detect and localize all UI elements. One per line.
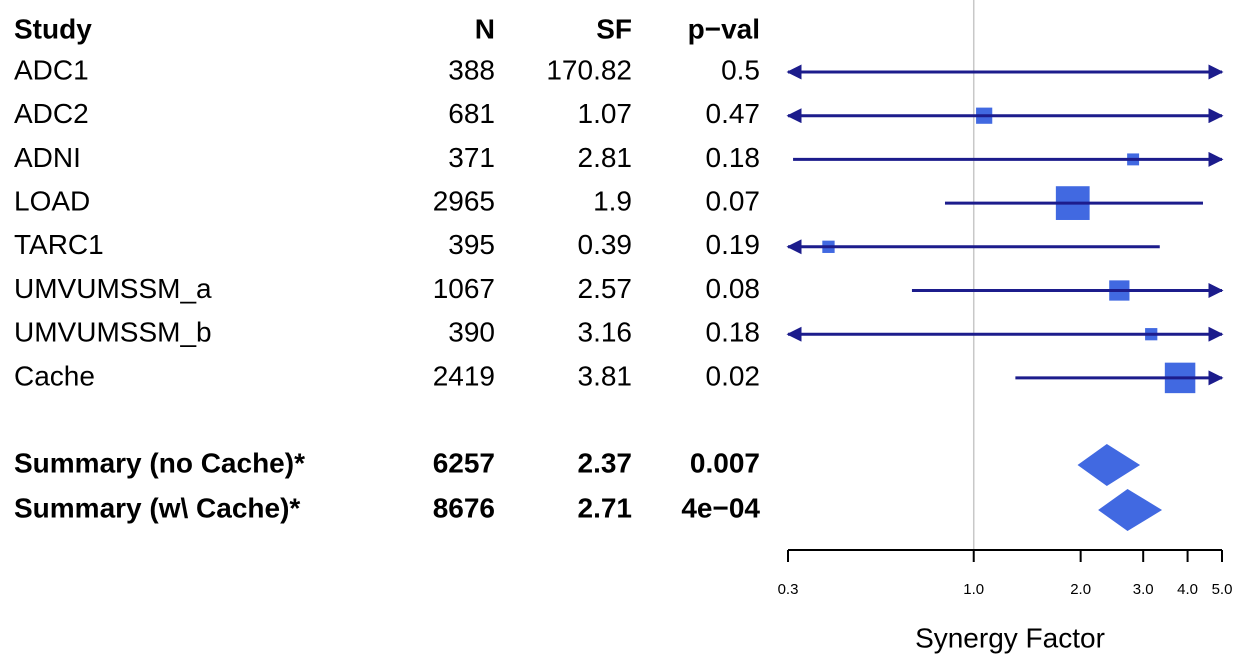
- x-tick-label: 2.0: [1070, 581, 1091, 598]
- study-name: ADC2: [14, 98, 89, 129]
- sf-value: 3.16: [578, 317, 633, 348]
- summary-name: Summary (w\ Cache)*: [14, 492, 300, 523]
- sf-value: 2.57: [578, 273, 633, 304]
- summary-name: Summary (no Cache)*: [14, 447, 305, 478]
- n-value: 681: [448, 98, 495, 129]
- p-value: 0.5: [721, 54, 760, 85]
- n-value: 390: [448, 317, 495, 348]
- n-value: 395: [448, 229, 495, 260]
- sf-value: 3.81: [578, 360, 633, 391]
- summary-n: 6257: [433, 447, 495, 478]
- p-value: 0.47: [706, 98, 761, 129]
- n-value: 388: [448, 54, 495, 85]
- summary-sf: 2.37: [578, 447, 633, 478]
- summary-diamond: [1077, 444, 1141, 486]
- study-name: ADNI: [14, 142, 81, 173]
- column-header: SF: [596, 13, 632, 44]
- column-header: p−val: [688, 13, 760, 44]
- summary-diamond: [1098, 489, 1163, 531]
- summary-p-value: 4e−04: [681, 492, 760, 523]
- sf-value: 170.82: [546, 54, 632, 85]
- n-value: 2419: [433, 360, 495, 391]
- x-tick-label: 4.0: [1177, 581, 1198, 598]
- summary-sf: 2.71: [578, 492, 633, 523]
- n-value: 2965: [433, 185, 495, 216]
- x-tick-label: 1.0: [963, 581, 984, 598]
- x-axis-title: Synergy Factor: [915, 622, 1105, 653]
- summary-n: 8676: [433, 492, 495, 523]
- study-name: Cache: [14, 360, 95, 391]
- summary-p-value: 0.007: [690, 447, 760, 478]
- x-tick-label: 0.3: [778, 581, 799, 598]
- study-name: ADC1: [14, 54, 89, 85]
- n-value: 371: [448, 142, 495, 173]
- x-tick-label: 5.0: [1212, 581, 1233, 598]
- sf-value: 1.9: [593, 185, 632, 216]
- sf-value: 0.39: [578, 229, 633, 260]
- column-header: N: [475, 13, 495, 44]
- x-tick-label: 3.0: [1133, 581, 1154, 598]
- sf-value: 2.81: [578, 142, 633, 173]
- p-value: 0.02: [706, 360, 761, 391]
- p-value: 0.19: [706, 229, 761, 260]
- sf-value: 1.07: [578, 98, 633, 129]
- p-value: 0.08: [706, 273, 761, 304]
- p-value: 0.18: [706, 317, 761, 348]
- column-header: Study: [14, 13, 92, 44]
- study-name: TARC1: [14, 229, 104, 260]
- plot-area: [822, 107, 1196, 531]
- n-value: 1067: [433, 273, 495, 304]
- p-value: 0.07: [706, 185, 761, 216]
- study-name: LOAD: [14, 185, 90, 216]
- p-value: 0.18: [706, 142, 761, 173]
- study-name: UMVUMSSM_b: [14, 317, 212, 348]
- study-name: UMVUMSSM_a: [14, 273, 212, 304]
